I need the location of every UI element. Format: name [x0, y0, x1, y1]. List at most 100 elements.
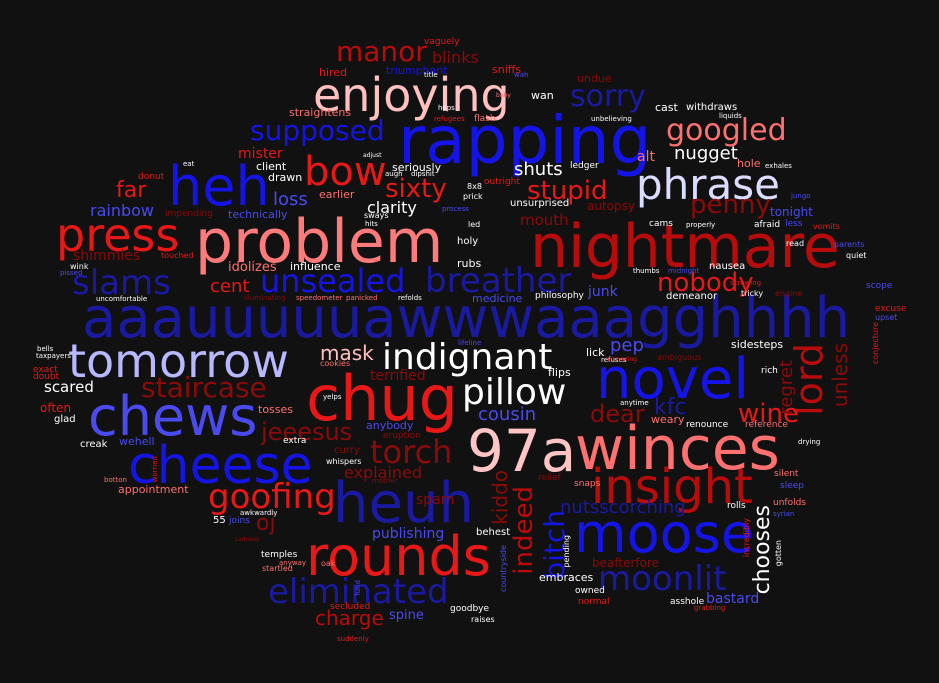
word-googled: googled: [666, 113, 787, 148]
word-goofing: goofing: [208, 477, 336, 517]
word-led: led: [468, 220, 481, 229]
word-rich: rich: [761, 366, 778, 376]
word-bastard: bastard: [706, 591, 760, 607]
word-rounds: rounds: [306, 525, 491, 588]
word-hits: hits: [365, 220, 378, 228]
word-aaauuuuuawwwaaagghhhh: aaauuuuuawwwaaagghhhh: [82, 286, 851, 351]
word-sniffs: sniffs: [492, 63, 522, 76]
word-flash: flash: [474, 114, 496, 124]
word-countryside: countryside: [499, 545, 508, 592]
word-seriously: seriously: [392, 161, 442, 174]
word-speedometer: speedometer: [296, 294, 343, 302]
word-pending: pending: [562, 535, 571, 568]
word-impending: impending: [165, 209, 213, 219]
word-joins: joins: [229, 516, 250, 526]
word-weary: weary: [651, 413, 685, 426]
word-indignant: indignant: [382, 337, 553, 378]
word-reference: reference: [745, 420, 788, 430]
word-awkwardly: awkwardly: [240, 509, 278, 517]
word-secluded: secluded: [330, 602, 371, 612]
word-jeeesus: jeeesus: [261, 418, 353, 446]
word-dear: dear: [590, 400, 645, 428]
word-tomorrow: tomorrow: [68, 334, 289, 388]
word-charge: charge: [315, 606, 384, 630]
word-enjoying: enjoying: [313, 68, 510, 122]
word-indeed: indeed: [509, 486, 539, 575]
word-kiddo: kiddo: [488, 470, 512, 525]
word-hired: hired: [319, 66, 348, 79]
word-scope: scope: [866, 281, 893, 291]
word-technically: technically: [228, 208, 288, 221]
word-anybody: anybody: [366, 419, 414, 432]
word-refugees: refugees: [434, 115, 465, 123]
word-eat: eat: [183, 160, 195, 168]
word-jungo: jungo: [791, 192, 811, 200]
word-lick: lick: [586, 346, 605, 359]
word-normal: normal: [578, 597, 610, 607]
word-heuh: heuh: [333, 471, 474, 536]
word-insight: insight: [591, 459, 753, 515]
word-exact: exact: [33, 365, 58, 375]
word-read: read: [786, 239, 805, 248]
word-sadness: sadness: [235, 536, 260, 543]
word-baby: baby: [496, 92, 511, 99]
word-scared: scared: [44, 378, 94, 396]
word-straightens: straightens: [289, 106, 352, 119]
word-renounce: renounce: [686, 420, 729, 430]
word-wehell: wehell: [119, 435, 155, 448]
word-shuts: shuts: [514, 159, 563, 180]
word-stupid: stupid: [527, 176, 608, 206]
word-goodbye: goodbye: [450, 604, 490, 614]
word-nightmare: nightmare: [530, 212, 840, 282]
word-sleep: sleep: [780, 481, 804, 491]
word-torch: torch: [370, 433, 453, 471]
word-illuminating: illuminating: [244, 294, 286, 302]
word-wah: wah: [514, 71, 529, 79]
word-taxpayers: taxpayers: [36, 352, 71, 360]
word-manor: manor: [336, 35, 427, 68]
word-eruption: eruption: [383, 431, 421, 441]
word-unsurprised: unsurprised: [510, 198, 570, 209]
word-rapping: rapping: [398, 102, 652, 179]
word-fund: fund: [354, 580, 362, 596]
word-mother: mother: [372, 477, 398, 485]
word-silent: silent: [774, 469, 799, 479]
word-extra: extra: [283, 436, 307, 446]
word-loss: loss: [273, 189, 308, 210]
word-cousin: cousin: [478, 404, 537, 425]
word-syrian: syrian: [773, 510, 795, 518]
word-bells: bells: [37, 345, 54, 353]
word-relief: relief: [538, 473, 561, 483]
word-influence: influence: [290, 260, 341, 273]
word-bow: bow: [304, 149, 387, 195]
word-press: press: [56, 208, 180, 262]
word-afraid: afraid: [754, 220, 781, 230]
word-creak: creak: [80, 439, 108, 450]
word-wink: wink: [70, 262, 89, 271]
word-quiet: quiet: [846, 251, 867, 260]
word-embraces: embraces: [539, 571, 594, 584]
word-curry: curry: [334, 445, 360, 456]
word-owned: owned: [575, 586, 605, 596]
word-philosophy: philosophy: [535, 291, 584, 301]
word-asshole: asshole: [670, 597, 705, 607]
word-hops: hops: [438, 104, 455, 112]
word-phrase: phrase: [636, 160, 781, 209]
word-terrified: terrified: [370, 368, 426, 384]
word-holy: holy: [457, 236, 479, 247]
word-cast: cast: [655, 101, 678, 114]
word-wine: wine: [738, 399, 799, 429]
word-ledger: ledger: [570, 161, 599, 171]
word-problem: problem: [195, 207, 444, 277]
word-oj: oj: [256, 511, 276, 536]
word-nausea: nausea: [709, 261, 746, 272]
word-sways: sways: [364, 211, 389, 220]
word-behest: behest: [476, 527, 511, 538]
word-explained: explained: [344, 463, 423, 482]
word-screwing: screwing: [730, 279, 762, 287]
word-publishing: publishing: [372, 526, 445, 542]
word-process: process: [442, 205, 469, 213]
word-raises: raises: [471, 615, 495, 624]
word-glad: glad: [54, 414, 76, 425]
word-55: 55: [213, 515, 226, 526]
